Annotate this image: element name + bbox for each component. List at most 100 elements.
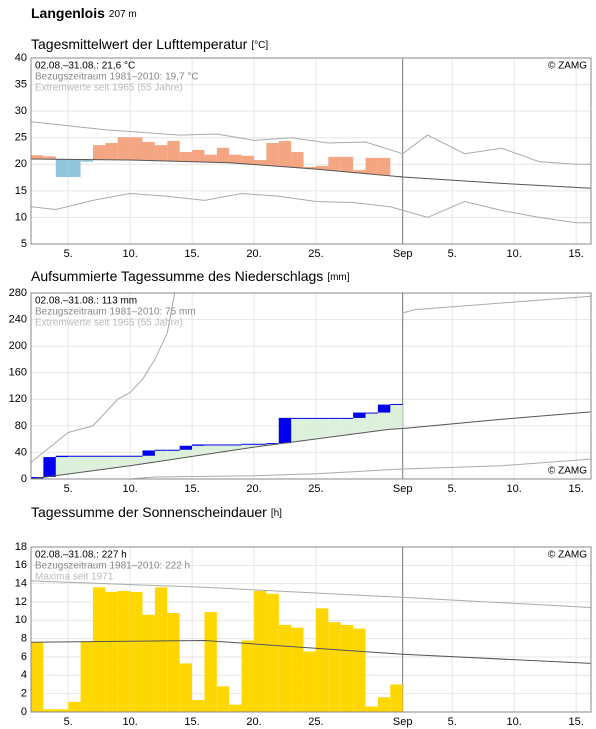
- anomaly-bar: [229, 154, 242, 164]
- anomaly-fill: [80, 455, 93, 472]
- header: Langenlois 207 m: [31, 5, 137, 21]
- y-tick-label: 200: [9, 340, 27, 352]
- y-tick-label: 0: [21, 473, 27, 485]
- y-tick-label: 8: [21, 633, 27, 645]
- y-tick-label: 2: [21, 688, 27, 700]
- title-text: Tagessumme der Sonnenscheindauer: [31, 504, 267, 520]
- anomaly-bar: [303, 166, 316, 169]
- bar: [192, 700, 205, 712]
- y-tick-label: 280: [9, 287, 27, 299]
- bar: [278, 624, 292, 712]
- anomaly-fill: [254, 443, 267, 447]
- y-tick-label: 5: [21, 238, 27, 250]
- daily-bar: [390, 403, 403, 405]
- info-text: Bezugszeitraum 1981–2010: 19,7 °C: [35, 72, 199, 83]
- x-tick-label: 5.: [64, 716, 73, 728]
- anomaly-bar: [353, 170, 366, 174]
- anomaly-bar: [377, 157, 391, 176]
- y-tick-label: 16: [15, 559, 27, 571]
- daily-bar: [353, 412, 366, 418]
- extreme-line: [30, 580, 592, 608]
- anomaly-fill: [229, 444, 242, 450]
- info-text: Bezugszeitraum 1981–2010: 222 h: [35, 561, 190, 572]
- daily-bar: [92, 455, 106, 457]
- info-text: Extremwerte seit 1965 (55 Jahre): [35, 318, 183, 329]
- anomaly-bar: [204, 154, 217, 163]
- daily-bar: [254, 443, 267, 445]
- anomaly-fill: [167, 449, 180, 460]
- bar: [204, 612, 217, 712]
- x-tick-label: 15.: [568, 716, 583, 728]
- daily-bar: [55, 455, 69, 458]
- x-tick-label: Sep: [393, 248, 413, 260]
- anomaly-fill: [216, 444, 230, 452]
- daily-bar: [365, 412, 378, 414]
- daily-bar: [204, 444, 217, 446]
- y-tick-label: 40: [15, 446, 27, 458]
- anomaly-fill: [105, 455, 118, 469]
- anomaly-fill: [291, 417, 304, 442]
- y-tick-label: 35: [15, 78, 27, 90]
- daily-bar: [291, 417, 304, 419]
- panel-title: Tagesmittelwert der Lufttemperatur [°C]: [31, 36, 268, 52]
- anomaly-bar: [278, 140, 292, 167]
- title-text: Aufsummierte Tagessumme des Niederschlag…: [31, 268, 323, 284]
- unit: [h]: [271, 508, 282, 519]
- bar: [179, 663, 193, 712]
- bar: [303, 651, 316, 712]
- elevation: 207 m: [109, 9, 137, 20]
- bar: [241, 640, 255, 712]
- y-tick-label: 80: [15, 420, 27, 432]
- unit: [mm]: [327, 272, 349, 283]
- anomaly-bar: [117, 137, 131, 160]
- anomaly-bar: [328, 156, 341, 171]
- bar: [92, 587, 106, 712]
- x-tick-label: 10.: [507, 716, 522, 728]
- daily-bar: [80, 455, 93, 457]
- panel-title: Tagessumme der Sonnenscheindauer [h]: [31, 504, 282, 520]
- daily-bar: [216, 444, 230, 446]
- daily-bar: [154, 449, 168, 451]
- anomaly-fill: [154, 449, 168, 462]
- anomaly-bar: [340, 156, 354, 172]
- extreme-line: [30, 121, 591, 165]
- x-tick-label: 5.: [448, 248, 457, 260]
- anomaly-bar: [142, 141, 155, 161]
- anomaly-bar: [167, 140, 180, 162]
- bar: [266, 593, 279, 712]
- daily-bar: [241, 443, 255, 445]
- credit: © ZAMG: [548, 466, 587, 477]
- anomaly-fill: [328, 417, 341, 437]
- station: Langenlois: [31, 5, 105, 21]
- daily-bar: [266, 443, 279, 445]
- extreme-line: [30, 292, 592, 463]
- bar: [31, 642, 44, 712]
- reference-line: [30, 411, 592, 480]
- y-tick-label: 0: [21, 706, 27, 718]
- daily-bar: [105, 455, 118, 457]
- anomaly-fill: [315, 417, 329, 439]
- x-tick-label: 5.: [448, 483, 457, 495]
- bar: [55, 709, 69, 712]
- anomaly-fill: [179, 445, 193, 458]
- bar: [68, 701, 81, 712]
- x-tick-label: 20.: [246, 248, 261, 260]
- anomaly-bar: [241, 155, 255, 165]
- daily-bar: [303, 417, 316, 419]
- bar: [254, 591, 267, 712]
- plot-frame: [30, 292, 592, 480]
- bar: [130, 591, 143, 712]
- anomaly-bar: [80, 159, 93, 162]
- anomaly-fill: [192, 444, 205, 456]
- bar: [365, 706, 378, 712]
- y-tick-label: 120: [9, 393, 27, 405]
- info-text: 02.08.–31.08.: 21,6 °C: [35, 61, 135, 72]
- daily-bar: [377, 404, 391, 413]
- bar: [390, 684, 403, 712]
- anomaly-fill: [303, 417, 316, 440]
- daily-bar: [340, 417, 354, 419]
- daily-bar: [68, 455, 81, 457]
- x-tick-label: 15.: [184, 248, 199, 260]
- bar: [377, 697, 391, 712]
